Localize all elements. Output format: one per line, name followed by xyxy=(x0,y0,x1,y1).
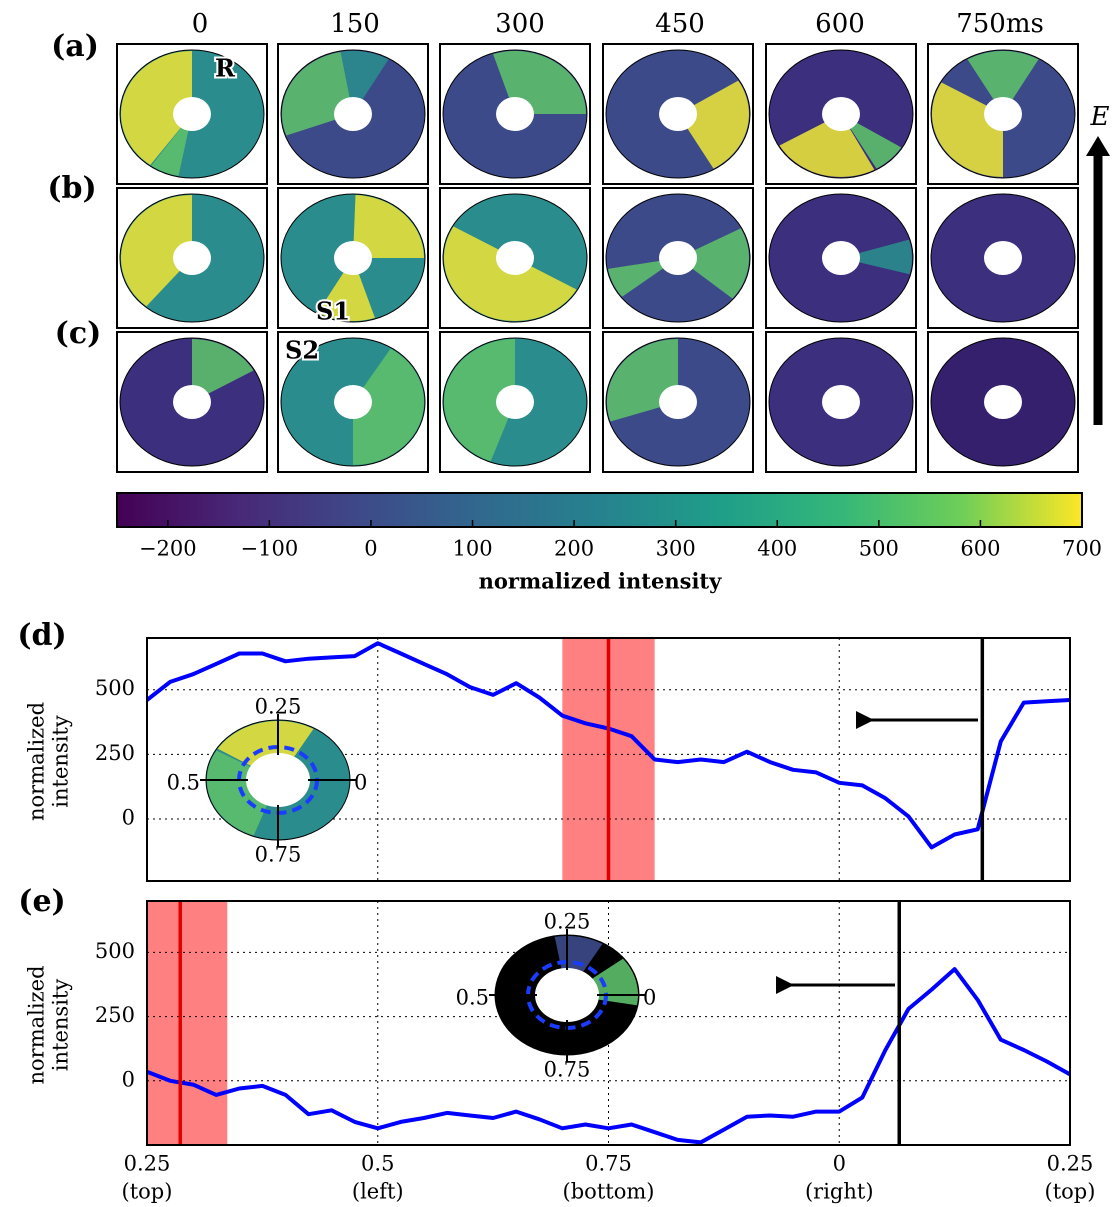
y-axis-label: normalized xyxy=(25,965,49,1084)
x-tick-label: 0.5 xyxy=(361,1152,394,1176)
x-tick-sublabel: (top) xyxy=(1045,1180,1096,1204)
ring-bright-region xyxy=(608,258,678,297)
ring-bright-region xyxy=(317,258,375,321)
column-header: 450 xyxy=(655,9,705,39)
ring-hole xyxy=(822,97,860,131)
ring-bright-region xyxy=(967,51,1039,114)
ring-hole xyxy=(496,241,534,275)
ring-bright-region xyxy=(353,195,424,258)
ring-hole xyxy=(496,385,534,419)
panel-label: (a) xyxy=(51,29,99,64)
panel-label: (d) xyxy=(17,618,66,653)
ring-hole xyxy=(334,97,372,131)
ring-bright-region xyxy=(151,114,192,176)
highlight-span xyxy=(147,901,228,1145)
inset-label: 0 xyxy=(354,771,367,795)
ring-bright-region xyxy=(353,348,424,465)
data-line xyxy=(146,967,1071,1145)
y-tick-label: 500 xyxy=(95,939,135,963)
column-header: 0 xyxy=(192,9,209,39)
x-tick-label: 0.25 xyxy=(124,1152,171,1176)
ring-bright-region xyxy=(217,721,314,780)
x-tick-sublabel: (left) xyxy=(352,1180,404,1204)
x-tick-label: 0.25 xyxy=(1047,1152,1094,1176)
ring-bright-region xyxy=(678,228,749,299)
colorbar-tick-label: 300 xyxy=(656,537,696,561)
ring-hole xyxy=(334,385,372,419)
inset-label: 0.5 xyxy=(167,771,200,795)
ring-hole xyxy=(984,385,1022,419)
column-header: 300 xyxy=(495,9,545,39)
y-axis-label: intensity xyxy=(49,715,73,808)
ring-hole xyxy=(173,241,211,275)
ring-hole xyxy=(822,241,860,275)
ring-bright-region xyxy=(287,339,353,402)
column-header: 150 xyxy=(330,9,380,39)
colorbar-tick-label: 100 xyxy=(452,537,492,561)
inset-label: 0.25 xyxy=(255,695,302,719)
ring-bright-region xyxy=(932,82,1003,177)
y-tick-label: 0 xyxy=(122,1067,135,1091)
inset-label: 0.5 xyxy=(456,986,489,1010)
ring-hole xyxy=(496,97,534,131)
annotation: R xyxy=(215,54,236,83)
ring-bright-region xyxy=(678,80,749,169)
colorbar-tick-label: 700 xyxy=(1062,537,1102,561)
axes-frame xyxy=(146,900,1071,1146)
colorbar-tick-label: 400 xyxy=(757,537,797,561)
colorbar-tick-label: −200 xyxy=(139,537,197,561)
ring-hole xyxy=(173,385,211,419)
field-label: E xyxy=(1090,102,1110,132)
inset-label: 0.75 xyxy=(544,1058,591,1082)
y-axis-label: intensity xyxy=(49,979,73,1072)
ring-hole xyxy=(984,241,1022,275)
inset-label: 0 xyxy=(643,986,656,1010)
inset-label: 0.25 xyxy=(544,910,591,934)
x-tick-label: 0 xyxy=(833,1152,846,1176)
ring-bright-region xyxy=(192,339,254,402)
ring-hole xyxy=(246,753,310,807)
ring-bright-region xyxy=(121,51,192,165)
ring-hole xyxy=(659,97,697,131)
colorbar-tick-label: 600 xyxy=(960,537,1000,561)
colorbar-tick-label: −100 xyxy=(241,537,299,561)
colorbar xyxy=(116,492,1083,528)
ring-hole xyxy=(535,968,599,1022)
panel-label: (e) xyxy=(18,884,65,919)
ring-bright-region xyxy=(121,195,192,307)
ring-hole xyxy=(334,241,372,275)
x-tick-label: 0.75 xyxy=(585,1152,632,1176)
x-tick-sublabel: (top) xyxy=(122,1180,173,1204)
y-axis-label: normalized xyxy=(25,702,49,821)
ring-bright-region xyxy=(841,114,902,169)
ring-bright-region xyxy=(444,339,515,462)
ring-hole xyxy=(173,97,211,131)
ring-hole xyxy=(822,385,860,419)
annotation: S2 xyxy=(285,336,319,365)
colorbar-tick-label: 0 xyxy=(364,537,377,561)
ring-hole xyxy=(659,385,697,419)
column-header: 750ms xyxy=(956,9,1044,39)
x-tick-sublabel: (right) xyxy=(805,1180,874,1204)
ring-hole xyxy=(659,241,697,275)
ring-bright-region xyxy=(841,239,912,275)
inset-label: 0.75 xyxy=(255,843,302,867)
field-arrow-head xyxy=(1086,136,1110,156)
axes-frame xyxy=(146,637,1071,882)
colorbar-tick-label: 500 xyxy=(859,537,899,561)
ring-bright-region xyxy=(779,114,875,177)
colorbar-tick-label: 200 xyxy=(554,537,594,561)
x-tick-sublabel: (bottom) xyxy=(563,1180,655,1204)
ring-hole xyxy=(984,97,1022,131)
annotation: S1 xyxy=(316,297,350,326)
y-tick-label: 500 xyxy=(95,676,135,700)
y-tick-label: 0 xyxy=(122,805,135,829)
colorbar-label: normalized intensity xyxy=(479,569,722,594)
y-tick-label: 250 xyxy=(95,741,135,765)
panel-label: (c) xyxy=(55,316,102,351)
panel-label: (b) xyxy=(47,171,96,206)
column-header: 600 xyxy=(815,9,865,39)
y-tick-label: 250 xyxy=(95,1003,135,1027)
